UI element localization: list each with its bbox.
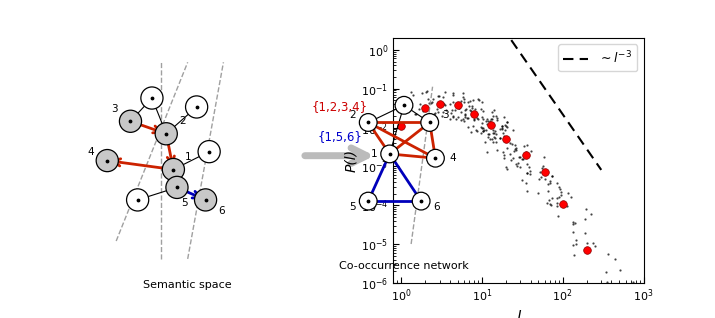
X-axis label: l: l [516, 310, 521, 318]
Circle shape [413, 192, 430, 210]
Circle shape [198, 141, 220, 163]
Circle shape [127, 189, 149, 211]
Text: 5: 5 [349, 202, 356, 212]
Circle shape [162, 158, 184, 181]
Text: 6: 6 [433, 202, 440, 212]
Circle shape [360, 114, 377, 131]
Legend: $\sim l^{-3}$: $\sim l^{-3}$ [558, 45, 637, 71]
Text: 4: 4 [449, 153, 456, 163]
Text: 2: 2 [179, 116, 186, 126]
Text: Semantic space: Semantic space [144, 280, 232, 290]
Text: 2: 2 [349, 110, 356, 120]
Circle shape [395, 96, 413, 114]
Circle shape [194, 189, 217, 211]
Circle shape [119, 110, 142, 132]
Circle shape [141, 87, 163, 109]
Circle shape [381, 145, 398, 163]
Text: 5: 5 [181, 198, 187, 209]
Text: 3: 3 [111, 104, 118, 114]
Y-axis label: P(l): P(l) [345, 149, 358, 172]
Text: 3: 3 [442, 110, 449, 120]
Circle shape [155, 123, 177, 145]
Text: {1,5,6}: {1,5,6} [317, 130, 362, 142]
Circle shape [421, 114, 438, 131]
Circle shape [186, 96, 208, 118]
Text: 1: 1 [184, 152, 191, 162]
Text: Co-occurrence network: Co-occurrence network [339, 261, 469, 271]
Circle shape [427, 149, 444, 167]
Circle shape [360, 192, 377, 210]
Circle shape [166, 176, 188, 198]
Text: 1: 1 [370, 149, 378, 159]
Text: {1,2,3,4}: {1,2,3,4} [312, 100, 368, 113]
Text: 6: 6 [218, 206, 225, 216]
Text: 4: 4 [88, 147, 94, 157]
Circle shape [96, 149, 118, 172]
